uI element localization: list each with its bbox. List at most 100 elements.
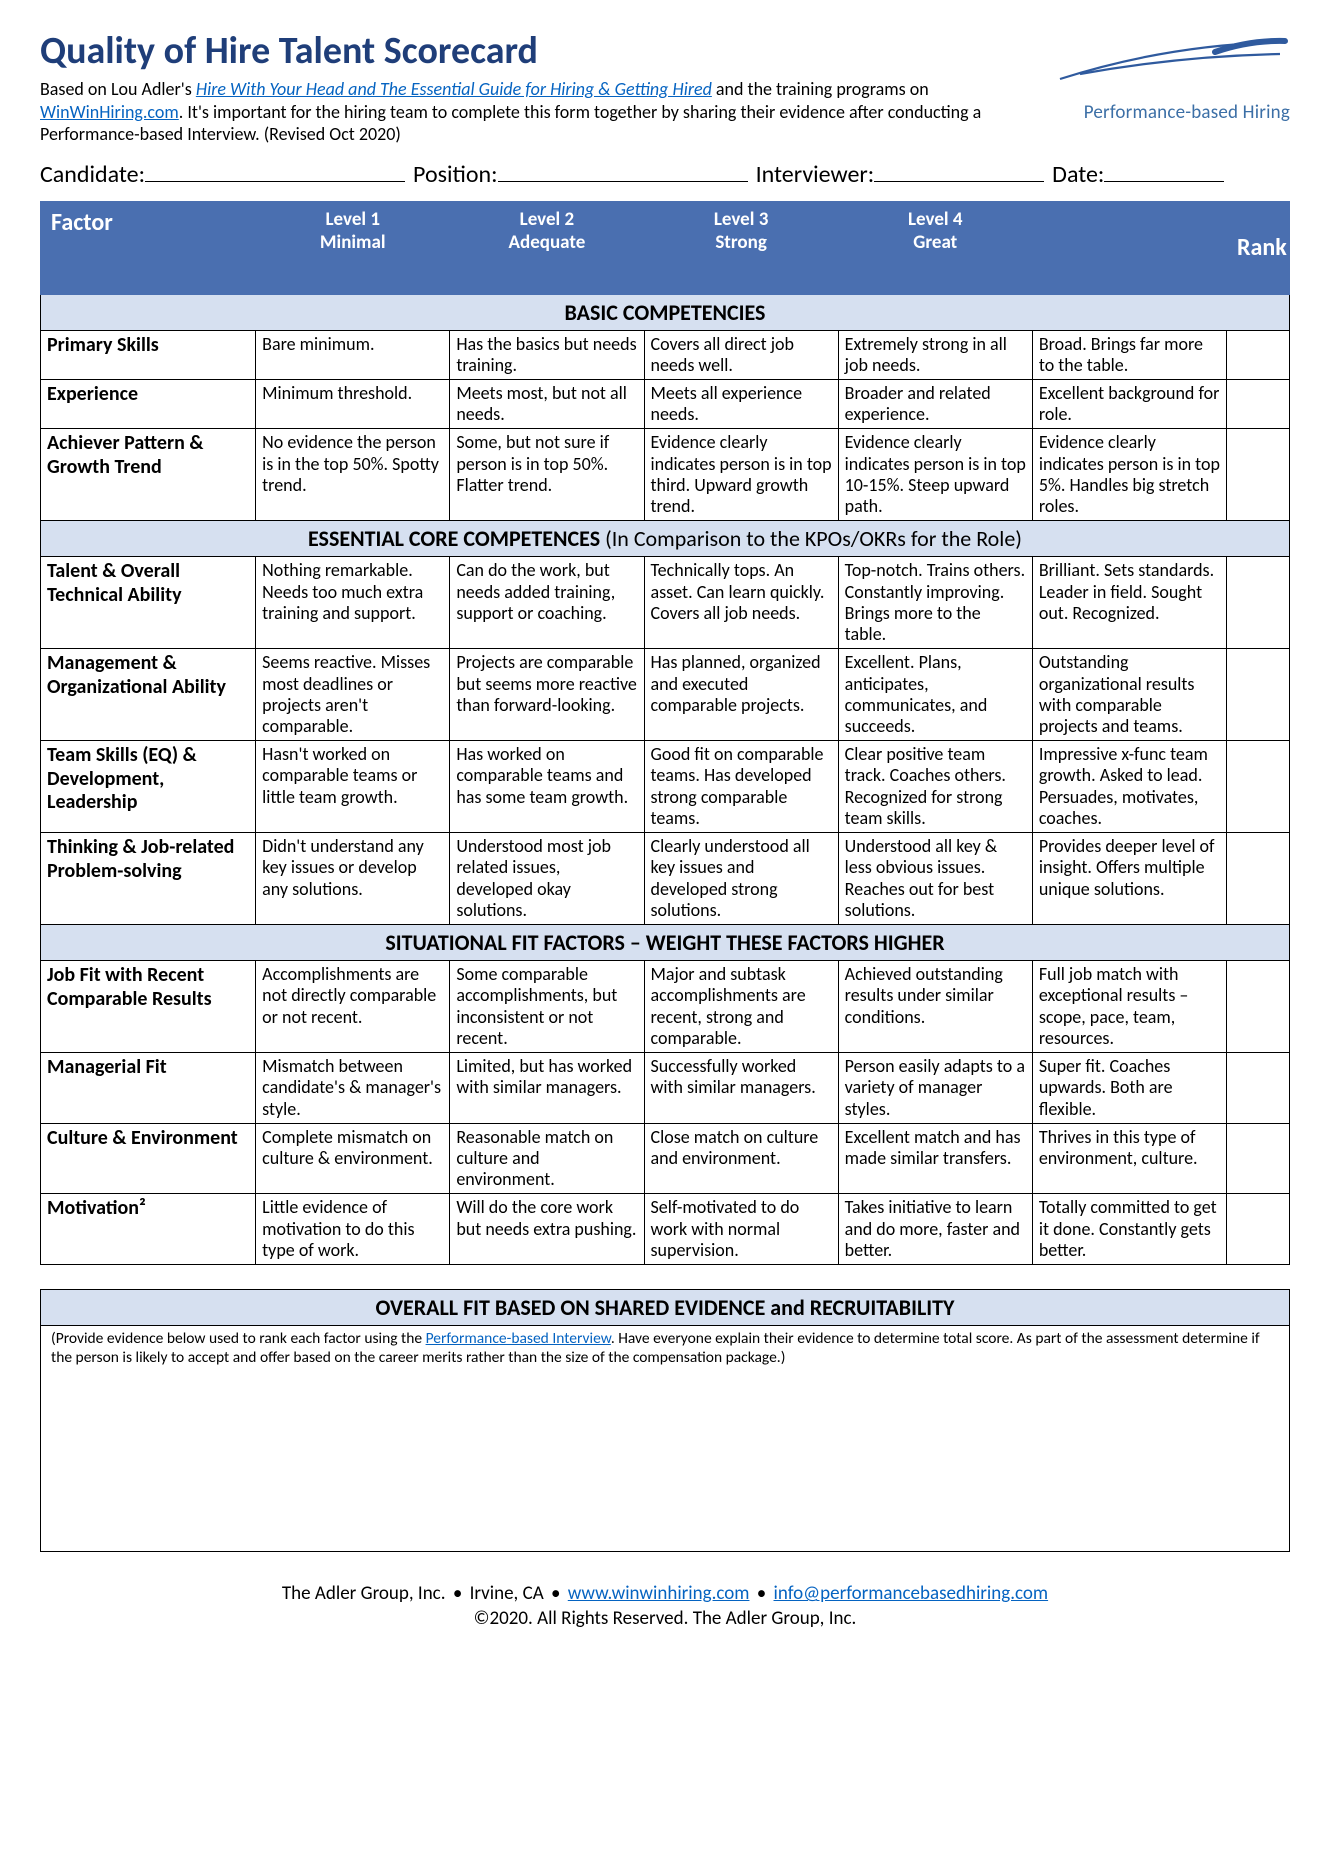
logo: Performance-based Hiring	[1050, 28, 1290, 124]
header-left: Quality of Hire Talent Scorecard Based o…	[40, 28, 1000, 146]
intro-suffix: . It's important for the hiring team to …	[40, 101, 981, 146]
rank-cell[interactable]	[1227, 1053, 1290, 1124]
level-cell: Has planned, organized and executed comp…	[644, 649, 838, 741]
page-title: Quality of Hire Talent Scorecard	[40, 28, 1000, 74]
rank-cell[interactable]	[1227, 833, 1290, 925]
level-cell: Bare minimum.	[256, 330, 450, 379]
date-input[interactable]	[1104, 160, 1224, 182]
level-cell: Will do the core work but needs extra pu…	[450, 1194, 644, 1265]
overall-instructions: (Provide evidence below used to rank eac…	[41, 1326, 1289, 1371]
footer-line-1: The Adler Group, Inc. • Irvine, CA • www…	[40, 1582, 1290, 1607]
table-row: Culture & EnvironmentComplete mismatch o…	[41, 1123, 1290, 1194]
table-row: Thinking & Job-related Problem-solvingDi…	[41, 833, 1290, 925]
level-cell: Close match on culture and environment.	[644, 1123, 838, 1194]
level-cell: Didn't understand any key issues or deve…	[256, 833, 450, 925]
level-cell: Minimum threshold.	[256, 379, 450, 428]
factor-cell: Job Fit with Recent Comparable Results	[41, 961, 256, 1053]
table-row: Managerial FitMismatch between candidate…	[41, 1053, 1290, 1124]
level-cell: Extremely strong in all job needs.	[838, 330, 1032, 379]
table-row: Primary SkillsBare minimum.Has the basic…	[41, 330, 1290, 379]
footer-email-link[interactable]: info@performancebasedhiring.com	[774, 1582, 1049, 1605]
rank-cell[interactable]	[1227, 649, 1290, 741]
level-cell: Evidence clearly indicates person is in …	[644, 429, 838, 521]
section-header-row: ESSENTIAL CORE COMPETENCES (In Compariso…	[41, 521, 1290, 557]
level-cell: Clear positive team track. Coaches other…	[838, 741, 1032, 833]
overall-title: OVERALL FIT BASED ON SHARED EVIDENCE and…	[41, 1290, 1289, 1326]
logo-swoosh-icon	[1050, 34, 1290, 94]
level-cell: Has worked on comparable teams and has s…	[450, 741, 644, 833]
rank-cell[interactable]	[1227, 741, 1290, 833]
factor-cell: Achiever Pattern & Growth Trend	[41, 429, 256, 521]
level-cell: Projects are comparable but seems more r…	[450, 649, 644, 741]
level-cell: Some comparable accomplishments, but inc…	[450, 961, 644, 1053]
section-header-row: BASIC COMPETENCIES	[41, 294, 1290, 330]
intro-prefix: Based on Lou Adler's	[40, 78, 196, 100]
section-title: SITUATIONAL FIT FACTORS – WEIGHT THESE F…	[41, 925, 1290, 961]
factor-cell: Management & Organizational Ability	[41, 649, 256, 741]
level-cell: Thrives in this type of environment, cul…	[1032, 1123, 1226, 1194]
intro-mid: and the training programs on	[712, 78, 929, 100]
site-link[interactable]: WinWinHiring.com	[40, 101, 179, 123]
section-title: BASIC COMPETENCIES	[41, 294, 1290, 330]
header-level-1: Level 1Minimal	[256, 201, 450, 294]
pbi-link[interactable]: Performance-based Interview	[426, 1329, 611, 1348]
level-cell: Some, but not sure if person is in top 5…	[450, 429, 644, 521]
footer-site-link[interactable]: www.winwinhiring.com	[568, 1582, 750, 1605]
position-label: Position:	[413, 160, 498, 189]
level-cell: No evidence the person is in the top 50%…	[256, 429, 450, 521]
rank-cell[interactable]	[1227, 330, 1290, 379]
level-cell: Evidence clearly indicates person is in …	[838, 429, 1032, 521]
rank-cell[interactable]	[1227, 961, 1290, 1053]
level-cell: Understood most job related issues, deve…	[450, 833, 644, 925]
level-cell: Technically tops. An asset. Can learn qu…	[644, 557, 838, 649]
level-cell: Accomplishments are not directly compara…	[256, 961, 450, 1053]
table-row: Talent & Overall Technical AbilityNothin…	[41, 557, 1290, 649]
header-level-4: Level 4Great	[838, 201, 1032, 294]
level-cell: Reasonable match on culture and environm…	[450, 1123, 644, 1194]
header-level-3: Level 3Strong	[644, 201, 838, 294]
level-cell: Seems reactive. Misses most deadlines or…	[256, 649, 450, 741]
factor-cell: Experience	[41, 379, 256, 428]
rank-cell[interactable]	[1227, 557, 1290, 649]
table-row: Job Fit with Recent Comparable ResultsAc…	[41, 961, 1290, 1053]
rank-cell[interactable]	[1227, 379, 1290, 428]
date-label: Date:	[1052, 160, 1104, 189]
level-cell: Outstanding organizational results with …	[1032, 649, 1226, 741]
factor-cell: Thinking & Job-related Problem-solving	[41, 833, 256, 925]
header-rank: Rank	[1227, 201, 1290, 294]
header: Quality of Hire Talent Scorecard Based o…	[40, 28, 1290, 146]
table-row: Motivation²Little evidence of motivation…	[41, 1194, 1290, 1265]
position-input[interactable]	[498, 160, 748, 182]
rank-cell[interactable]	[1227, 429, 1290, 521]
level-cell: Major and subtask accomplishments are re…	[644, 961, 838, 1053]
level-cell: Has the basics but needs training.	[450, 330, 644, 379]
level-cell: Clearly understood all key issues and de…	[644, 833, 838, 925]
level-cell: Little evidence of motivation to do this…	[256, 1194, 450, 1265]
level-cell: Evidence clearly indicates person is in …	[1032, 429, 1226, 521]
book-link[interactable]: Hire With Your Head and The Essential Gu…	[196, 78, 712, 100]
level-cell: Brilliant. Sets standards. Leader in fie…	[1032, 557, 1226, 649]
level-cell: Impressive x-func team growth. Asked to …	[1032, 741, 1226, 833]
interviewer-input[interactable]	[874, 160, 1044, 182]
factor-cell: Managerial Fit	[41, 1053, 256, 1124]
level-cell: Broad. Brings far more to the table.	[1032, 330, 1226, 379]
rank-cell[interactable]	[1227, 1123, 1290, 1194]
candidate-input[interactable]	[145, 160, 405, 182]
header-factor: Factor	[41, 201, 256, 294]
level-cell: Takes initiative to learn and do more, f…	[838, 1194, 1032, 1265]
level-cell: Successfully worked with similar manager…	[644, 1053, 838, 1124]
rank-cell[interactable]	[1227, 1194, 1290, 1265]
level-cell: Understood all key & less obvious issues…	[838, 833, 1032, 925]
section-header-row: SITUATIONAL FIT FACTORS – WEIGHT THESE F…	[41, 925, 1290, 961]
interviewer-label: Interviewer:	[756, 160, 875, 189]
level-cell: Complete mismatch on culture & environme…	[256, 1123, 450, 1194]
factor-cell: Primary Skills	[41, 330, 256, 379]
level-cell: Can do the work, but needs added trainin…	[450, 557, 644, 649]
level-cell: Broader and related experience.	[838, 379, 1032, 428]
level-cell: Mismatch between candidate's & manager's…	[256, 1053, 450, 1124]
header-level-5	[1032, 201, 1226, 294]
evidence-area[interactable]	[41, 1371, 1289, 1551]
level-cell: Good fit on comparable teams. Has develo…	[644, 741, 838, 833]
overall-box: OVERALL FIT BASED ON SHARED EVIDENCE and…	[40, 1289, 1290, 1552]
level-cell: Excellent match and has made similar tra…	[838, 1123, 1032, 1194]
